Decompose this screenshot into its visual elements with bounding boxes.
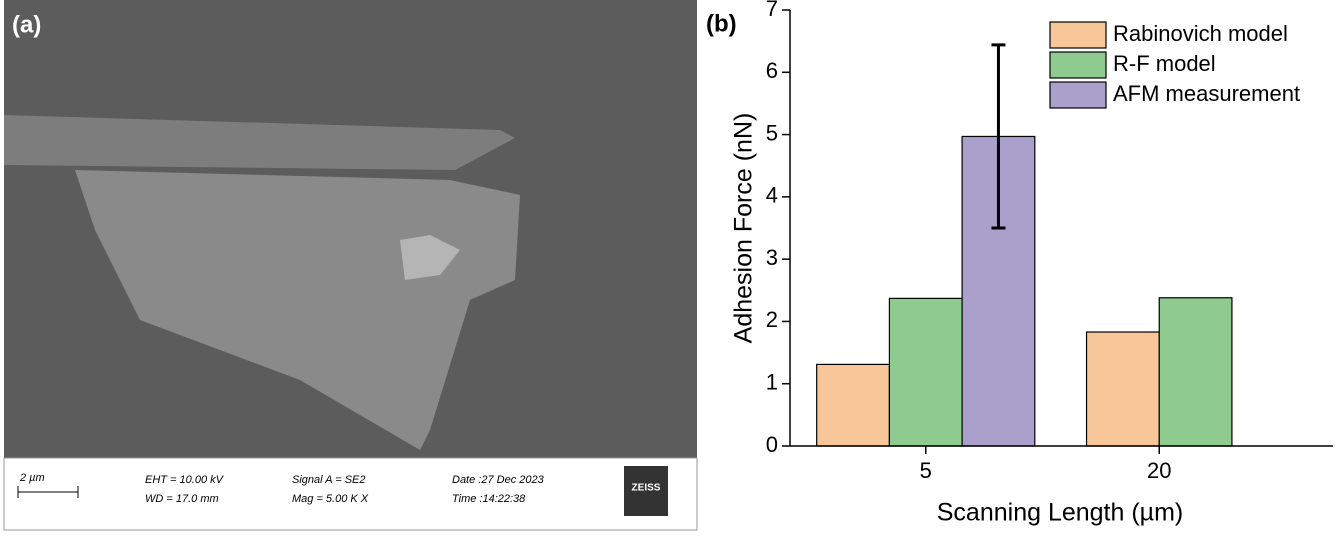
y-tick-label: 3 [766,245,778,270]
bar [816,363,891,447]
y-tick-label: 2 [766,307,778,332]
legend-swatch [1049,81,1107,109]
info-text: WD = 17.0 mm [145,493,219,505]
sem-fragment [400,235,460,280]
bar [1085,331,1160,447]
legend-swatch [1049,51,1107,79]
y-tick-label: 7 [766,0,778,21]
x-axis-title: Scanning Length (µm) [937,499,1183,527]
panel-label: (b) [706,10,737,37]
x-tick-label: 5 [920,458,932,483]
info-text: 2 µm [19,472,45,484]
y-tick-label: 0 [766,432,778,457]
y-tick-label: 6 [766,58,778,83]
sem-cantilever [4,115,515,170]
info-text: Signal A = SE2 [292,474,365,486]
info-bar [3,457,698,531]
legend-label: Rabinovich model [1113,21,1288,46]
y-tick-label: 5 [766,120,778,145]
bar [1158,297,1233,447]
info-text: EHT = 10.00 kV [145,474,225,486]
info-text: Time :14:22:38 [452,493,526,505]
info-text: Mag = 5.00 K X [292,493,369,505]
sem-panel: (a) 2 µm EHT = 10.00 kV WD = 17.0 mm Sig… [3,0,698,531]
y-tick-label: 4 [766,183,778,208]
x-tick-label: 20 [1147,458,1171,483]
logo-text: ZEISS [632,483,661,494]
legend-label: R-F model [1113,51,1216,76]
logo [624,466,668,516]
panel-label: (a) [12,11,41,38]
y-tick-label: 1 [766,370,778,395]
info-text: Date :27 Dec 2023 [452,474,545,486]
bar [888,297,963,447]
legend-label: AFM measurement [1113,81,1300,106]
legend-swatch [1049,21,1107,49]
y-axis-title: Adhesion Force (nN) [730,113,758,344]
